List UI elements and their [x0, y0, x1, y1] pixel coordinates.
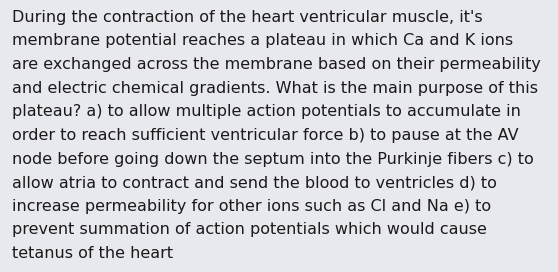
Text: membrane potential reaches a plateau in which Ca and K ions: membrane potential reaches a plateau in …	[12, 33, 513, 48]
Text: tetanus of the heart: tetanus of the heart	[12, 246, 174, 261]
Text: increase permeability for other ions such as Cl and Na e) to: increase permeability for other ions suc…	[12, 199, 492, 214]
Text: plateau? a) to allow multiple action potentials to accumulate in: plateau? a) to allow multiple action pot…	[12, 104, 521, 119]
Text: and electric chemical gradients. What is the main purpose of this: and electric chemical gradients. What is…	[12, 81, 538, 95]
Text: prevent summation of action potentials which would cause: prevent summation of action potentials w…	[12, 222, 487, 237]
Text: During the contraction of the heart ventricular muscle, it's: During the contraction of the heart vent…	[12, 10, 483, 24]
Text: node before going down the septum into the Purkinje fibers c) to: node before going down the septum into t…	[12, 152, 534, 166]
Text: order to reach sufficient ventricular force b) to pause at the AV: order to reach sufficient ventricular fo…	[12, 128, 519, 143]
Text: allow atria to contract and send the blood to ventricles d) to: allow atria to contract and send the blo…	[12, 175, 497, 190]
Text: are exchanged across the membrane based on their permeability: are exchanged across the membrane based …	[12, 57, 541, 72]
